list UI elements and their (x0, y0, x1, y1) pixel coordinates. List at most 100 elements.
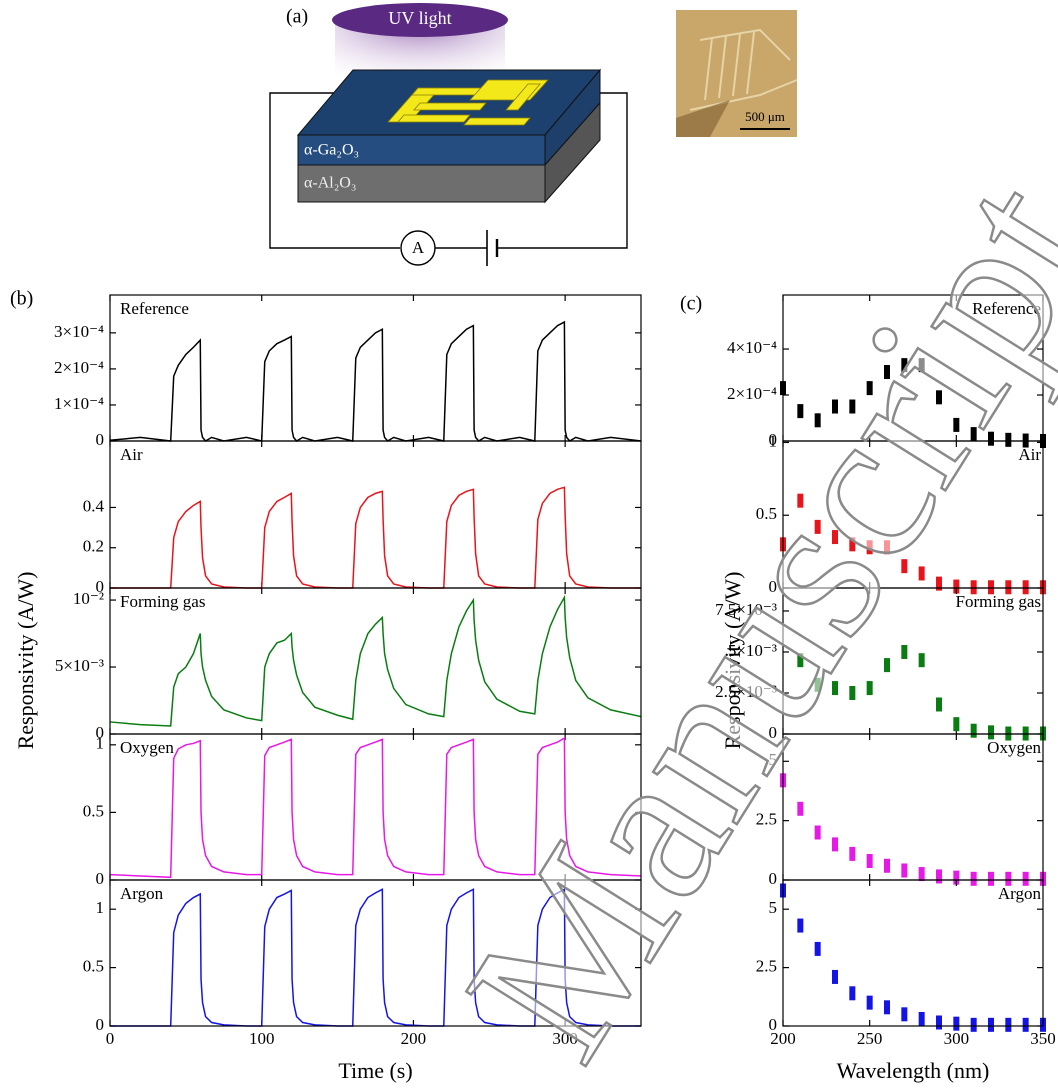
y-tick-label: 2×10⁻⁴ (727, 384, 777, 403)
y-tick-label: 0 (769, 1015, 778, 1034)
subplot-label: Oxygen (120, 738, 174, 757)
y-tick-label: 1 (96, 734, 105, 753)
y-tick-label: 0 (96, 869, 105, 888)
data-line (110, 888, 641, 1027)
subplot: 0 2.5 5 200 250 300 350 Argon Wavelength (nm) (756, 879, 1056, 1083)
y-tick-label: 0 (769, 577, 778, 596)
data-point (814, 677, 821, 692)
data-point (797, 918, 804, 933)
subplot-label: Oxygen (987, 738, 1041, 757)
data-point (901, 1007, 908, 1022)
data-point (849, 685, 856, 700)
data-point (936, 390, 942, 405)
layer-label: α-Ga₂O₃ (304, 142, 359, 159)
subplot-label: Reference (972, 299, 1041, 318)
data-point (936, 869, 942, 884)
data-point (1022, 871, 1029, 886)
x-tick-label: 0 (106, 1029, 115, 1048)
data-point (988, 431, 994, 446)
data-point (988, 725, 994, 740)
data-point (866, 381, 873, 396)
data-point (832, 969, 838, 984)
subplot: 0 1×10⁻⁴ 2×10⁻⁴ 3×10⁻⁴ Reference Responsivity… (13, 294, 642, 749)
y-tick-label: 1 (96, 898, 105, 917)
electrode-bar (505, 83, 541, 111)
data-point (866, 540, 873, 555)
data-line (109, 736, 642, 879)
data-point (797, 653, 804, 668)
x-tick-label: 100 (249, 1029, 275, 1048)
subplot: 0 0.5 1 0 100 200 300 Argon Time (s) (83, 879, 642, 1083)
watermark: Manuscript (420, 139, 1058, 1088)
y-tick-label: 0 (769, 723, 778, 742)
y-tick-label: 0 (96, 1015, 105, 1034)
data-point (866, 995, 873, 1010)
y-tick-label: 0.2 (83, 537, 104, 556)
slab-side (544, 101, 601, 204)
electrodes (387, 79, 549, 126)
x-tick-label: 300 (552, 1029, 578, 1048)
photo-probe (676, 100, 730, 137)
data-point (884, 365, 890, 380)
ammeter-label: A (412, 238, 425, 257)
data-point (970, 1017, 977, 1032)
subplot: 0 0.2 0.4 Air (83, 440, 642, 596)
data-point (849, 399, 856, 414)
data-point (884, 658, 890, 673)
y-tick-label: 0.5 (83, 801, 104, 820)
data-point (970, 871, 977, 886)
y-tick-label: 3×10⁻⁴ (54, 322, 104, 341)
data-point (797, 801, 804, 816)
x-tick-label: 250 (857, 1029, 883, 1048)
data-point (1005, 580, 1012, 595)
electrode-finger (463, 117, 531, 126)
data-point (884, 1000, 890, 1015)
y-tick-label: 10⁻² (73, 589, 104, 608)
y-tick-label: 4×10⁻⁴ (727, 338, 777, 357)
y-tick-label: 0 (96, 430, 105, 449)
data-point (918, 566, 925, 581)
x-tick-label: 200 (401, 1029, 427, 1048)
y-tick-label: 2×10⁻⁴ (54, 358, 104, 377)
data-point (866, 854, 873, 869)
data-point (953, 717, 960, 732)
data-line (110, 486, 641, 589)
y-tick-label: 7.5×10⁻³ (715, 600, 777, 619)
data-point (832, 837, 838, 852)
subplot: 0 5×10⁻³ 10⁻² Forming gas (55, 587, 642, 742)
data-point (936, 576, 942, 591)
data-point (988, 1017, 994, 1032)
y-tick-label: 0 (96, 577, 105, 596)
subplot-label: Air (120, 445, 143, 464)
layer-label: α-Al₂O₃ (304, 175, 356, 192)
data-point (970, 580, 977, 595)
y-tick-label: 2.5 (756, 957, 777, 976)
data-point (1022, 1017, 1029, 1032)
ammeter (400, 230, 436, 266)
panel-label: (c) (680, 293, 702, 315)
data-point (797, 404, 804, 419)
data-point (814, 825, 821, 840)
data-point (814, 519, 821, 534)
x-tick-label: 200 (770, 1029, 796, 1048)
y-tick-label: 0.5 (83, 957, 104, 976)
data-point (901, 863, 908, 878)
data-point (1005, 432, 1012, 447)
panel-label: (b) (10, 288, 33, 310)
electrode-finger (397, 114, 471, 123)
uv-lamp (332, 3, 508, 37)
y-tick-label: 5×10⁻³ (728, 641, 777, 660)
data-point (901, 644, 908, 659)
x-tick-label: 300 (944, 1029, 970, 1048)
data-point (988, 871, 994, 886)
micrograph: 500 μm (676, 10, 798, 137)
data-point (849, 846, 856, 861)
data-point (849, 986, 856, 1001)
y-tick-label: 5 (769, 898, 778, 917)
subplot-label: Argon (998, 884, 1042, 903)
subplot-label: Forming gas (120, 592, 205, 611)
data-point (988, 580, 994, 595)
data-point (884, 540, 890, 555)
data-point (970, 723, 977, 738)
